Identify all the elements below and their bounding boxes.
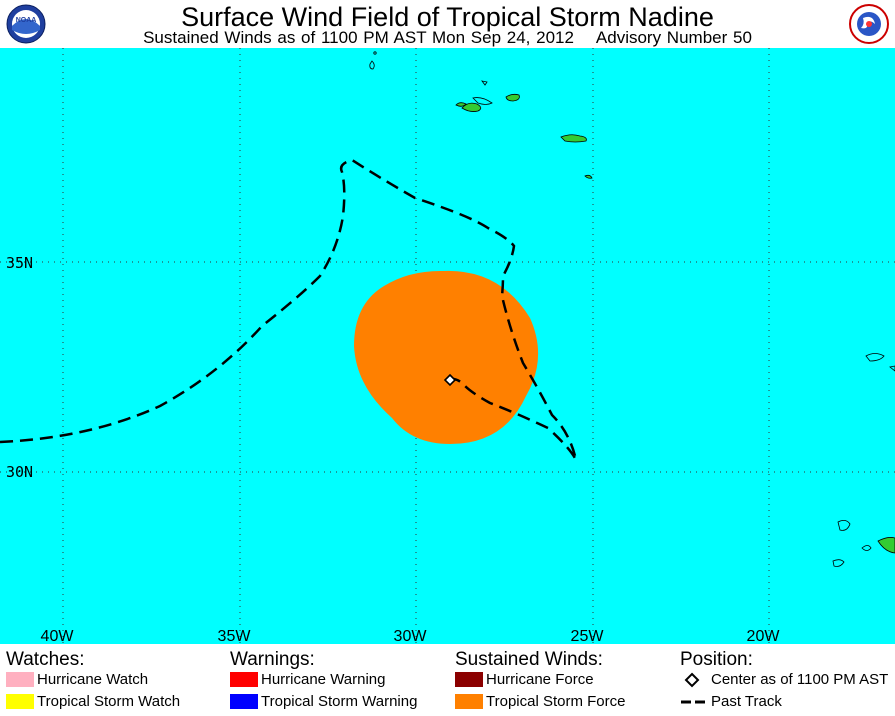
tropical-storm-warning-label: Tropical Storm Warning: [261, 693, 418, 710]
svg-text:NOAA: NOAA: [16, 17, 37, 24]
east-islands: [832, 353, 895, 567]
tropical-storm-warning-swatch: [230, 694, 258, 709]
map-subtitle: Sustained Winds as of 1100 PM AST Mon Se…: [143, 28, 752, 47]
tropical-storm-watch-label: Tropical Storm Watch: [37, 693, 181, 710]
map-canvas: 35N 30N 40W 35W 30W 25W 20W: [0, 48, 895, 644]
lat-label-30n: 30N: [6, 463, 33, 481]
lon-label-40w: 40W: [41, 628, 75, 644]
tropical-storm-watch-swatch: [6, 694, 34, 709]
lon-label-25w: 25W: [571, 628, 605, 644]
lon-label-35w: 35W: [218, 628, 252, 644]
tropical-storm-force-wind-field: [354, 270, 539, 444]
legend-winds-header: Sustained Winds:: [455, 649, 603, 670]
lon-label-30w: 30W: [394, 628, 428, 644]
center-position-label: Center as of 1100 PM AST: [711, 671, 889, 688]
hurricane-warning-label: Hurricane Warning: [261, 671, 386, 688]
tropical-storm-force-label: Tropical Storm Force: [486, 693, 626, 710]
legend-watches-header: Watches:: [6, 649, 85, 670]
hurricane-force-swatch: [455, 672, 483, 687]
header: NOAA Surface Wind Field of Tropical Stor…: [0, 0, 895, 48]
past-track-label: Past Track: [711, 693, 782, 710]
legend: Watches: Hurricane Watch Tropical Storm …: [0, 644, 895, 716]
diamond-icon: [684, 672, 700, 688]
nws-logo-icon: [849, 4, 889, 44]
hurricane-watch-swatch: [6, 672, 34, 687]
lat-label-35n: 35N: [6, 254, 33, 272]
noaa-logo-icon: NOAA: [6, 4, 46, 44]
azores-islands: [369, 51, 593, 179]
legend-warnings-header: Warnings:: [230, 649, 315, 670]
hurricane-force-label: Hurricane Force: [486, 671, 594, 688]
tropical-storm-force-swatch: [455, 694, 483, 709]
hurricane-warning-swatch: [230, 672, 258, 687]
lon-label-20w: 20W: [747, 628, 781, 644]
dashed-line-icon: [681, 700, 709, 704]
storm-center-diamond-icon: [443, 373, 457, 387]
past-track-line: [0, 158, 578, 461]
legend-position-header: Position:: [680, 649, 753, 670]
map-title: Surface Wind Field of Tropical Storm Nad…: [181, 2, 714, 32]
hurricane-watch-label: Hurricane Watch: [37, 671, 149, 688]
